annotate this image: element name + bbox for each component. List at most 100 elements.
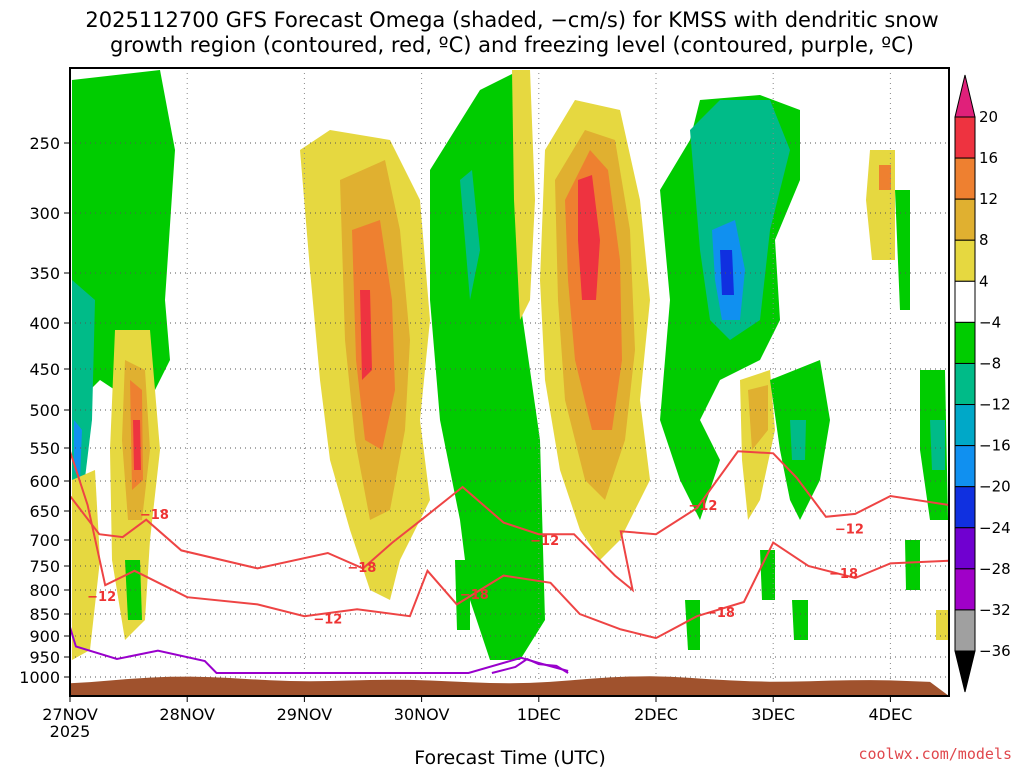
x-tick-label: 28NOV: [159, 705, 215, 724]
colorbar-swatch: [954, 239, 976, 282]
colorbar-label: −36: [979, 642, 1011, 660]
colorbar-label: −4: [979, 313, 1001, 331]
colorbar-label: 8: [979, 231, 989, 249]
x-tick-label: 4DEC: [869, 705, 913, 724]
shade-orange-4dec: [879, 165, 891, 190]
colorbar-label: −32: [979, 601, 1011, 619]
contour-label: −12: [87, 590, 116, 605]
shade-yellow-low-1: [936, 610, 948, 640]
y-tick-label: 700: [29, 531, 60, 550]
shade-green-low-6: [905, 540, 920, 590]
colorbar-swatch: [954, 527, 976, 570]
terrain-fill: [70, 676, 949, 696]
shade-gold-2dec-low: [748, 385, 768, 450]
colorbar-swatch: [954, 486, 976, 529]
colorbar-label: 4: [979, 272, 989, 290]
y-tick-label: 950: [29, 648, 60, 667]
dgz-minus18-contour: [70, 450, 949, 593]
x-tick-label: 3DEC: [751, 705, 795, 724]
shade-green-low-5: [792, 600, 808, 640]
shade-orange-29nov: [352, 220, 395, 450]
x-tick-label: 27NOV: [42, 705, 98, 724]
y-tick-label: 550: [29, 439, 60, 458]
contour-label: −18: [829, 567, 858, 582]
shade-red-1dec: [578, 175, 600, 300]
shade-green-low-1: [125, 560, 142, 620]
chart-title-line2: growth region (contoured, red, ºC) and f…: [110, 33, 914, 57]
colorbar-label: −24: [979, 519, 1011, 537]
shade-green-low-4: [760, 550, 775, 600]
y-tick-label: 900: [29, 627, 60, 646]
temperature-contours: [70, 450, 949, 674]
colorbar-top-arrow: [954, 74, 976, 118]
colorbar-swatch: [954, 445, 976, 488]
colorbar-swatch: [954, 157, 976, 200]
source-credit: coolwx.com/models: [858, 745, 1012, 763]
dgz-minus12-contour: [70, 450, 949, 640]
colorbar-label: −8: [979, 354, 1001, 372]
colorbar-swatch: [954, 280, 976, 323]
colorbar-swatch: [954, 321, 976, 364]
contour-label: −18: [706, 606, 735, 621]
y-tick-label: 850: [29, 605, 60, 624]
shade-teal-3dec: [790, 420, 806, 460]
y-tick-label: 800: [29, 581, 60, 600]
colorbar-label: −28: [979, 560, 1011, 578]
y-tick-label: 250: [29, 134, 60, 153]
y-axis-ticks: 250 300 350 400 450 500 550 600 650 700 750 800 850 9…: [19, 134, 70, 687]
shade-teal-4dec-low: [930, 420, 945, 470]
shade-green-4dec: [895, 190, 910, 310]
contour-labels: −18 −12 −18 −12 −18 −12 −18 −12 −18 −12: [87, 499, 864, 627]
contour-label: −18: [347, 561, 376, 576]
plot-frame: [69, 67, 950, 697]
shade-green-low-3: [685, 600, 700, 650]
colorbar-bottom-arrow: [954, 650, 976, 693]
chart-title-line1: 2025112700 GFS Forecast Omega (shaded, −…: [85, 8, 938, 32]
contour-label: −12: [313, 612, 342, 627]
shade-green-low-2: [455, 560, 470, 630]
shade-darkblue-2dec: [720, 250, 734, 295]
x-tick-label: 29NOV: [277, 705, 333, 724]
y-tick-label: 500: [29, 401, 60, 420]
y-tick-label: 400: [29, 314, 60, 333]
colorbar-label: −12: [979, 396, 1011, 414]
x-tick-label: 1DEC: [517, 705, 561, 724]
y-tick-label: 650: [29, 502, 60, 521]
shade-red-28nov: [133, 420, 141, 470]
x-axis-title: Forecast Time (UTC): [414, 747, 605, 768]
colorbar-label: 16: [979, 149, 998, 167]
y-tick-label: 450: [29, 360, 60, 379]
x-tick-label: 30NOV: [394, 705, 450, 724]
y-tick-label: 300: [29, 204, 60, 223]
freezing-level-contour-2: [491, 657, 569, 674]
contour-label: −12: [835, 522, 864, 537]
colorbar-label: −16: [979, 437, 1011, 455]
shade-blue-27nov: [74, 420, 82, 480]
shade-yellow-27nov-low: [72, 470, 100, 660]
colorbar-swatch: [954, 568, 976, 611]
colorbar-swatch: [954, 116, 976, 159]
colorbar-label: 20: [979, 108, 998, 126]
x-axis-ticks: 27NOV 28NOV 29NOV 30NOV 1DEC 2DEC 3DEC 4DEC: [42, 696, 912, 724]
colorbar-swatch: [954, 362, 976, 406]
omega-shading: [72, 70, 948, 660]
y-tick-label: 750: [29, 557, 60, 576]
contour-label: −12: [530, 534, 559, 549]
shade-teal-30nov: [460, 170, 480, 300]
colorbar-swatch: [954, 198, 976, 241]
colorbar-swatch: [954, 609, 976, 652]
x-axis-year: 2025: [50, 722, 91, 741]
contour-label: −18: [460, 588, 489, 603]
terrain-ground: [70, 676, 949, 696]
shade-yellow-30nov-column: [512, 70, 535, 320]
contour-label: −18: [140, 508, 169, 523]
colorbar-label: −20: [979, 478, 1011, 496]
colorbar: 20 16 12 8 4 −4 −8 −12 −16 −20 −24 −28 −32 −36: [954, 74, 1011, 693]
y-tick-label: 350: [29, 264, 60, 283]
colorbar-swatch: [954, 404, 976, 447]
colorbar-label: 12: [979, 190, 998, 208]
shade-red-29nov: [360, 290, 372, 380]
x-tick-label: 2DEC: [634, 705, 678, 724]
y-tick-label: 1000: [19, 668, 60, 687]
